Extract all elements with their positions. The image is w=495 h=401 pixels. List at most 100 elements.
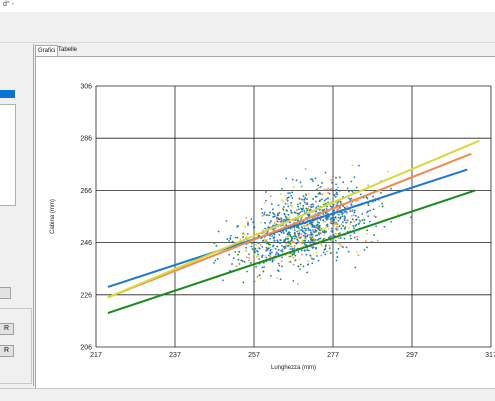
data-point [288,261,290,263]
data-point [349,208,351,211]
data-point [338,176,341,179]
data-point [355,200,358,203]
data-point [354,215,357,217]
data-point [343,215,346,218]
data-point [291,253,294,256]
data-point [350,214,353,217]
x-tick-label: 297 [406,352,418,359]
data-point [352,225,355,227]
data-point [317,187,319,190]
data-point [301,210,303,213]
data-point [336,228,339,231]
data-point [280,218,283,220]
data-point [271,208,274,211]
data-point [279,193,282,195]
data-point [248,253,251,255]
data-point [268,221,271,224]
data-point [302,265,305,268]
data-point [315,210,318,213]
options-group: R R [0,308,32,384]
data-point [296,209,299,212]
data-point [341,213,344,216]
data-point [264,254,267,257]
data-point [298,258,301,260]
data-point [298,241,301,243]
data-point [275,251,278,254]
r-button-2[interactable]: R [0,345,14,357]
data-point [330,222,333,225]
data-point [335,251,338,254]
data-point [250,245,253,248]
data-point [258,258,260,260]
data-point [273,222,276,224]
data-point [355,186,358,189]
r-button-1[interactable]: R [0,323,14,335]
data-point [363,249,366,251]
data-point [335,188,338,191]
data-point [357,254,360,257]
data-point [365,232,368,235]
list-selected-item[interactable] [0,90,15,98]
data-point [328,247,331,250]
data-point [263,202,266,204]
data-point [303,237,306,240]
data-point [299,268,301,271]
data-point [290,241,293,244]
data-point [297,226,300,229]
list-box[interactable] [0,104,16,206]
toolbar [0,12,495,43]
data-point [295,226,298,229]
data-point [369,209,372,212]
data-point [284,238,287,240]
data-point [329,220,332,223]
data-point [244,225,247,228]
data-point [327,197,329,199]
data-point [370,241,373,243]
data-point [270,220,272,222]
data-point [278,234,281,236]
x-axis-label: Lunghezza (mm) [271,365,316,371]
data-point [261,214,264,217]
data-point [333,222,336,225]
data-point [316,223,319,226]
data-point [372,208,375,211]
data-point [281,248,284,251]
data-point [311,203,314,206]
data-point [341,215,344,218]
tab-tabelle[interactable]: Tabelle [58,47,78,53]
data-point [293,247,296,249]
data-point [321,245,324,248]
data-point [264,191,267,193]
data-point [269,246,271,249]
data-point [291,191,294,194]
data-point [229,237,232,239]
data-point [307,224,310,226]
data-point [308,209,311,212]
data-point [285,198,288,201]
tab-grafici[interactable]: Grafici [35,45,59,56]
data-point [255,255,258,258]
data-point [250,218,253,221]
data-point [281,256,284,259]
data-point [336,193,339,196]
data-point [325,224,328,227]
data-point [344,226,347,229]
left-button[interactable] [0,287,11,299]
data-point [304,243,307,246]
data-point [335,176,337,179]
data-point [373,215,375,217]
data-point [325,226,328,229]
data-point [300,253,303,256]
data-point [353,176,356,179]
data-point [319,237,322,240]
data-point [320,254,323,257]
data-point [286,197,289,199]
data-point [331,217,334,220]
data-point [317,232,320,234]
data-point [335,232,338,235]
data-point [358,222,360,225]
data-point [262,270,265,273]
data-point [310,238,313,241]
data-point [293,229,296,232]
data-point [310,256,313,259]
